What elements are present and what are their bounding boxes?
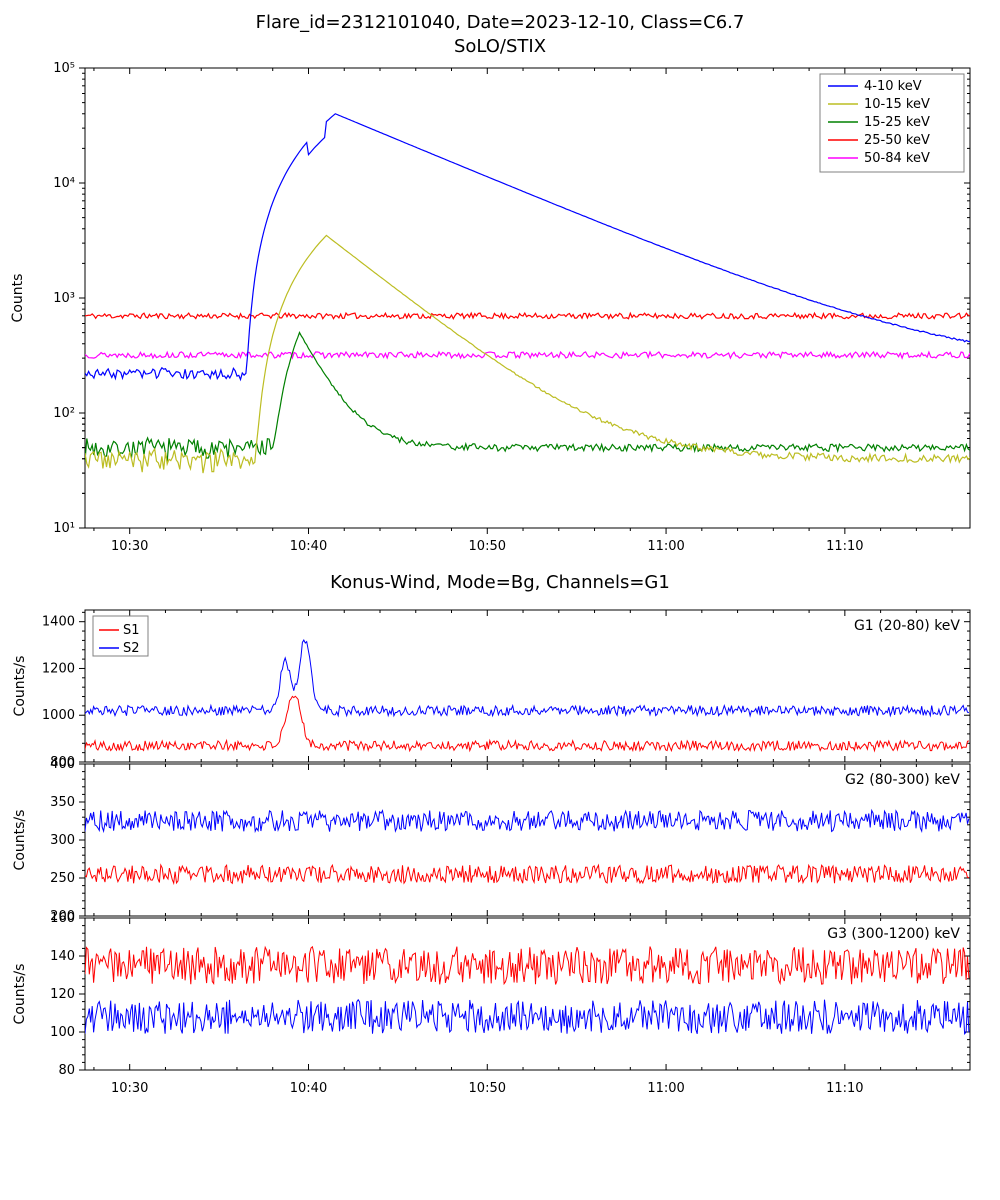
ytick-label: 10² [53,406,75,421]
panel-band-label: G1 (20-80) keV [854,618,960,634]
panel-ylabel: Counts/s [12,964,28,1025]
series-line [85,1000,969,1034]
xtick-label: 11:10 [826,539,863,554]
ytick-label: 80 [58,1063,75,1078]
legend-label: 10-15 keV [864,97,930,112]
legend-label: S2 [123,641,140,656]
xtick-label: 10:30 [111,1081,148,1096]
bottom-title: Konus-Wind, Mode=Bg, Channels=G1 [330,572,670,593]
series-line [85,810,969,831]
series-line [85,333,970,462]
legend-label: 4-10 keV [864,79,922,94]
panel-ylabel: Counts/s [12,810,28,871]
series-line [85,313,970,319]
series-line [85,865,969,883]
figure-svg: Flare_id=2312101040, Date=2023-12-10, Cl… [0,0,1000,1200]
panel-band-label: G3 (300-1200) keV [827,926,960,942]
legend-label: 50-84 keV [864,151,930,166]
xtick-label: 10:50 [469,1081,506,1096]
legend-label: S1 [123,623,140,638]
series-line [85,947,969,985]
series-line [85,352,970,358]
top-ylabel: Counts [10,274,26,323]
ytick-label: 10⁴ [53,176,75,191]
xtick-label: 10:50 [469,539,506,554]
legend-label: 25-50 keV [864,133,930,148]
panel-frame [85,610,970,762]
ytick-label: 1400 [42,615,75,630]
xtick-label: 11:00 [647,539,684,554]
ytick-label: 160 [50,911,75,926]
xtick-label: 10:30 [111,539,148,554]
ytick-label: 100 [50,1025,75,1040]
ytick-label: 250 [50,871,75,886]
ytick-label: 120 [50,987,75,1002]
main-title: Flare_id=2312101040, Date=2023-12-10, Cl… [256,12,745,33]
series-line [85,640,969,716]
xtick-label: 10:40 [290,539,327,554]
ytick-label: 10⁵ [53,61,75,76]
xtick-label: 11:00 [647,1081,684,1096]
top-subtitle: SoLO/STIX [454,36,546,57]
panel-frame [85,764,970,916]
ytick-label: 140 [50,949,75,964]
ytick-label: 350 [50,795,75,810]
panel-lines [85,947,969,1034]
ytick-label: 10¹ [53,521,75,536]
ytick-label: 300 [50,833,75,848]
panel-lines [85,640,969,751]
bottom-legend [93,616,148,656]
ytick-label: 1000 [42,708,75,723]
xtick-label: 10:40 [290,1081,327,1096]
panel-band-label: G2 (80-300) keV [845,772,960,788]
ytick-label: 1200 [42,661,75,676]
panel-lines [85,810,969,883]
series-line [85,696,969,751]
legend-label: 15-25 keV [864,115,930,130]
panel-ylabel: Counts/s [12,656,28,717]
xtick-label: 11:10 [826,1081,863,1096]
ytick-label: 10³ [53,291,75,306]
ytick-label: 400 [50,757,75,772]
